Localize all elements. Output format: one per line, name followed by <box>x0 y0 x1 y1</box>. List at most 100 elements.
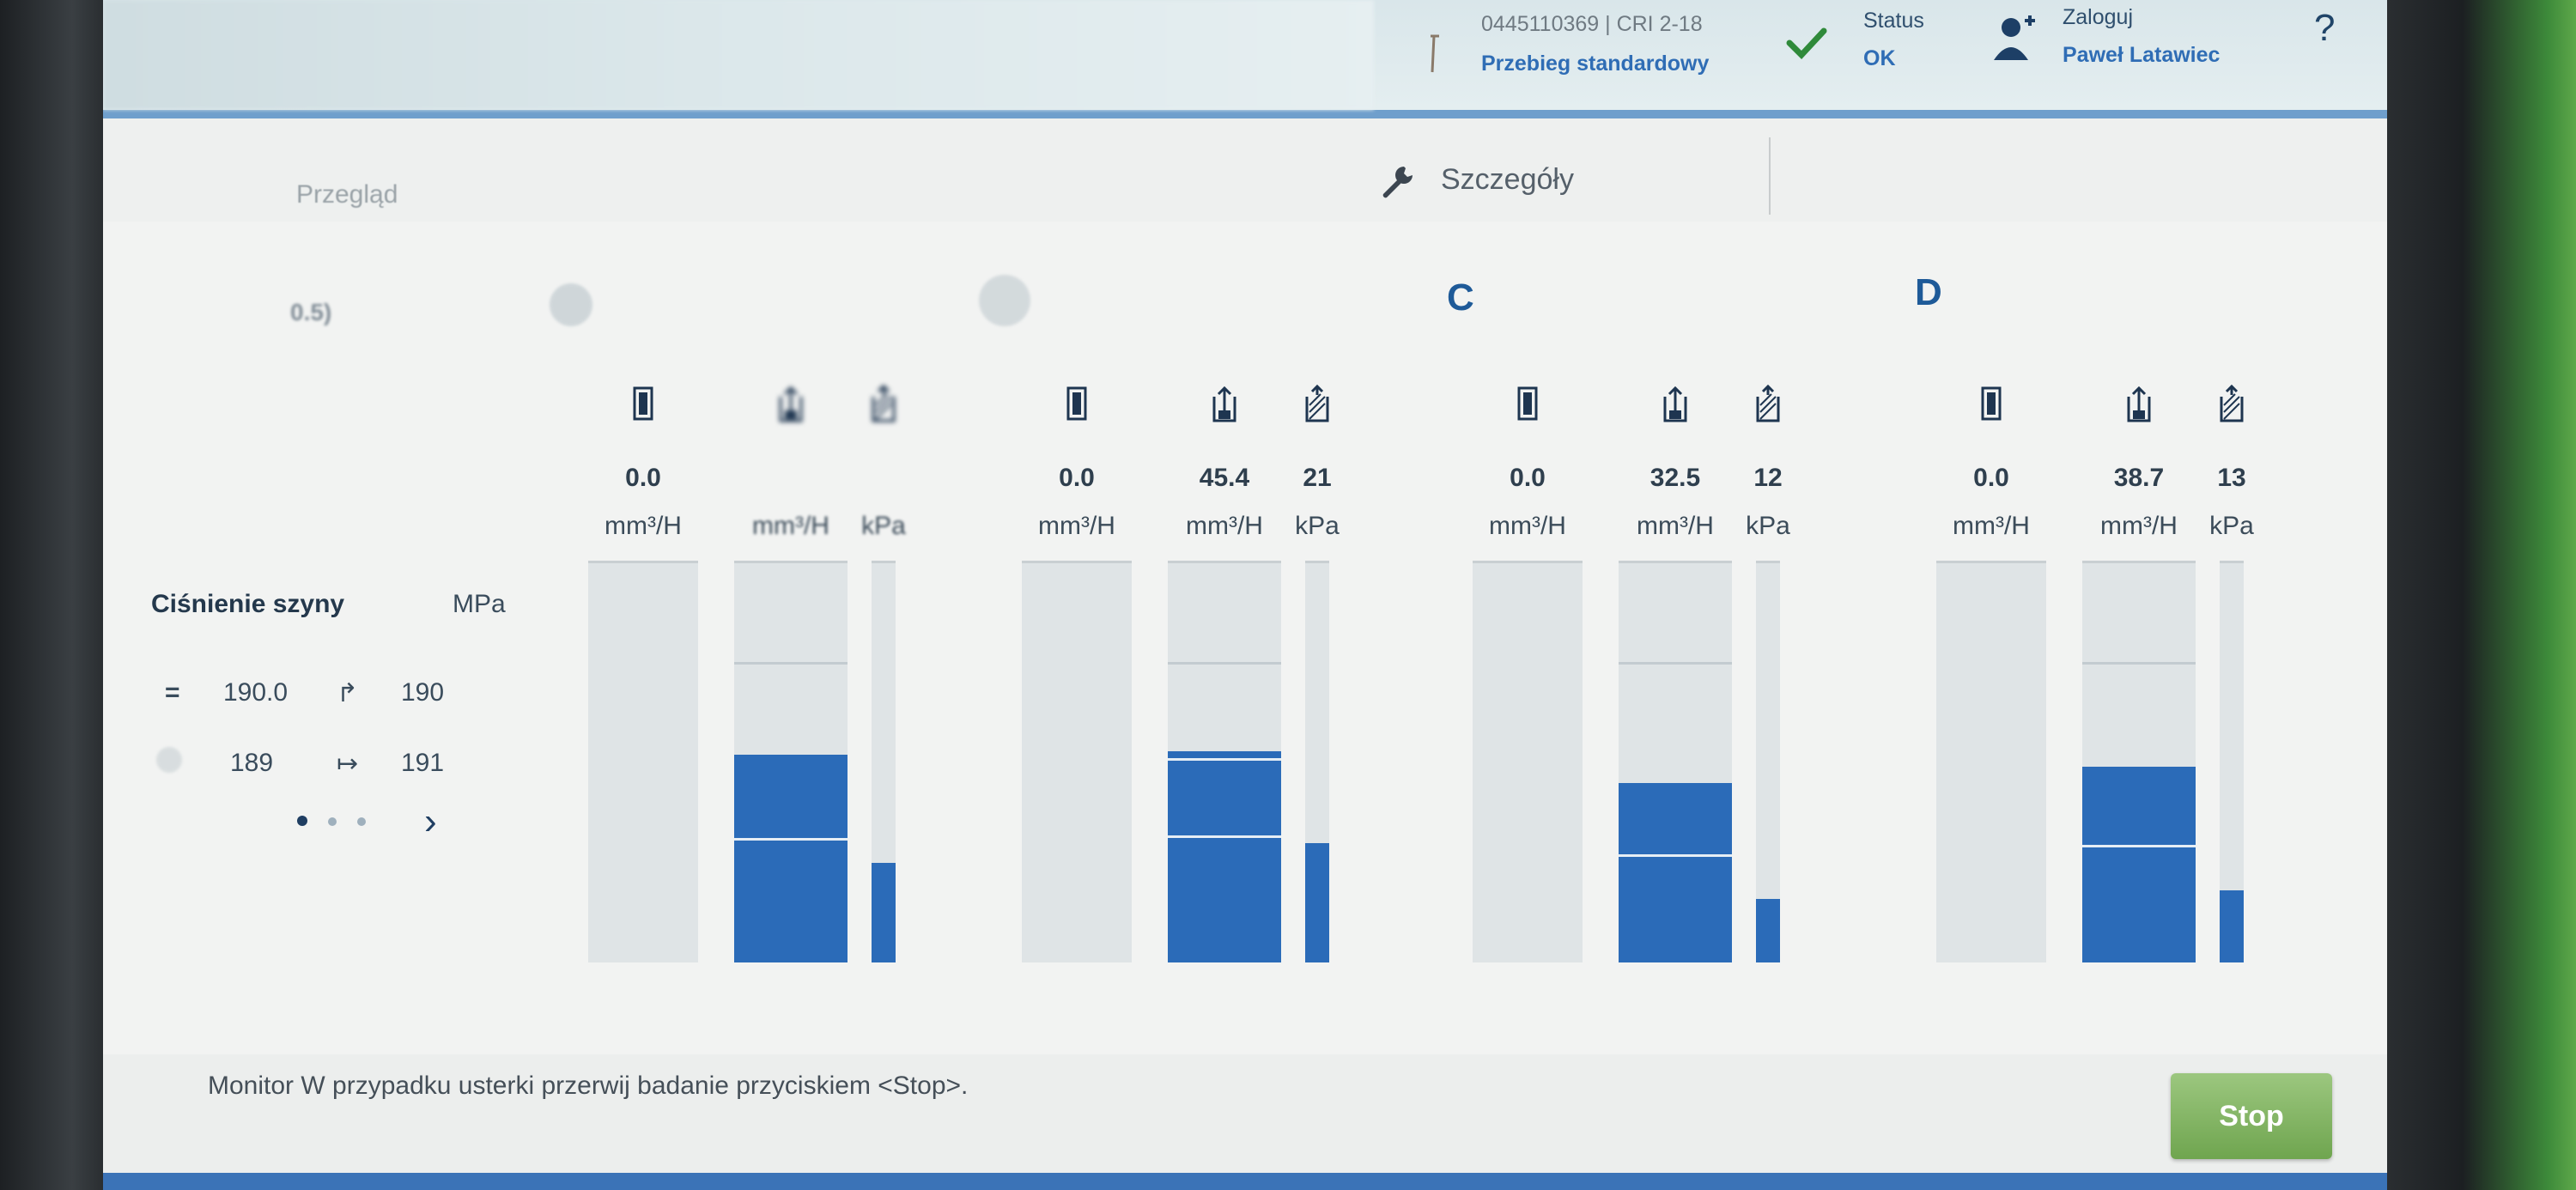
column-value: 38.7 <box>2113 464 2165 492</box>
column-unit: mm³/H <box>2100 512 2178 540</box>
faded-status-icon <box>156 747 182 773</box>
column-gauge <box>1756 561 1780 962</box>
gauge-upper-line <box>1168 757 1281 761</box>
faded-circle-icon <box>550 283 592 326</box>
rail-target: 190 <box>401 678 445 707</box>
gauge-fill <box>734 755 848 962</box>
gauge-fill <box>2220 890 2244 962</box>
user-login-icon[interactable] <box>1992 12 2040 62</box>
gauge-fill <box>1168 750 1281 962</box>
tab-overview[interactable]: Przegląd <box>296 180 398 209</box>
injector-icon <box>633 386 653 421</box>
screen: 0445110369 | CRI 2-18 Przebieg standardo… <box>103 0 2387 1190</box>
monitor-bezel-right <box>2387 0 2576 1190</box>
column-gauge <box>1168 561 1281 962</box>
pressure-icon <box>2220 385 2244 422</box>
return-icon <box>1663 386 1687 422</box>
column-unit: kPa <box>1746 512 1790 540</box>
gauge-limit-line <box>2082 662 2196 665</box>
column-value: 0.0 <box>625 464 661 492</box>
gauge-nominal-line <box>734 837 848 841</box>
gauge-limit-line <box>1619 662 1732 665</box>
return-icon <box>779 386 803 422</box>
pressure-icon <box>872 385 896 422</box>
next-page-button[interactable]: › <box>424 800 437 842</box>
return-icon <box>2127 386 2151 422</box>
column-gauge <box>1619 561 1732 962</box>
top-bar: 0445110369 | CRI 2-18 Przebieg standardo… <box>103 0 2387 118</box>
page-dot[interactable] <box>328 817 337 826</box>
gauge-fill <box>872 862 896 962</box>
column-value: 13 <box>2217 464 2246 492</box>
target-icon: ↱ <box>337 679 359 707</box>
column-gauge <box>1473 561 1583 962</box>
top-bar-blurred-area <box>103 0 1374 110</box>
status-value: OK <box>1863 46 1896 70</box>
faded-circle-icon <box>979 275 1030 326</box>
part-number: 0445110369 | CRI 2-18 <box>1481 12 1703 36</box>
column-unit: mm³/H <box>605 512 682 540</box>
column-unit: mm³/H <box>752 512 829 540</box>
gauge-fill <box>1619 782 1732 962</box>
cursor-icon <box>1431 34 1439 73</box>
column-value: 21 <box>1303 464 1332 492</box>
page-dot-active[interactable] <box>297 816 307 826</box>
rail-setpoint: 190.0 <box>223 678 289 707</box>
column-gauge <box>1305 561 1329 962</box>
user-name: Paweł Latawiec <box>2063 43 2221 67</box>
column-value: 0.0 <box>1510 464 1546 492</box>
tab-details[interactable]: Szczegóły <box>1441 163 1574 196</box>
rail-pressure-unit: MPa <box>453 590 506 618</box>
faded-label: 0.5) <box>290 299 332 325</box>
rail-range-value: 191 <box>401 749 445 777</box>
rail-measured: 189 <box>230 749 274 777</box>
gauge-fill <box>2082 767 2196 962</box>
column-unit: mm³/H <box>1489 512 1566 540</box>
status-message: Monitor W przypadku usterki przerwij bad… <box>208 1072 969 1100</box>
gauge-nominal-line <box>1619 854 1732 858</box>
pressure-icon <box>1305 385 1329 422</box>
group-c-label: C <box>1447 276 1474 319</box>
gauge-nominal-line <box>2082 845 2196 848</box>
column-gauge <box>1022 561 1132 962</box>
column-value: 32.5 <box>1649 464 1701 492</box>
procedure-link[interactable]: Przebieg standardowy <box>1481 52 1710 76</box>
column-unit: kPa <box>861 512 906 540</box>
setpoint-symbol: = <box>165 678 180 707</box>
column-gauge <box>2082 561 2196 962</box>
group-d-label: D <box>1915 271 1942 313</box>
gauge-limit-line <box>734 662 848 665</box>
tab-bar <box>103 118 2387 222</box>
column-unit: kPa <box>2209 512 2254 540</box>
rail-pressure-title: Ciśnienie szyny <box>151 590 345 618</box>
column-value: 45.4 <box>1199 464 1250 492</box>
injector-icon <box>1066 386 1087 421</box>
column-gauge <box>588 561 698 962</box>
bottom-strip <box>103 1173 2387 1190</box>
range-icon: ↦ <box>337 750 359 778</box>
gauge-limit-line <box>1168 662 1281 665</box>
injector-icon <box>1517 386 1538 421</box>
column-unit: mm³/H <box>1637 512 1714 540</box>
column-unit: mm³/H <box>1038 512 1115 540</box>
column-value: 12 <box>1753 464 1783 492</box>
login-label[interactable]: Zaloguj <box>2063 5 2133 29</box>
gauge-fill <box>1756 898 1780 962</box>
column-gauge <box>734 561 848 962</box>
stop-button[interactable]: Stop <box>2171 1073 2332 1159</box>
help-button[interactable]: ? <box>2314 7 2336 49</box>
column-value: 0.0 <box>1973 464 2009 492</box>
checkmark-icon <box>1786 27 1827 60</box>
wrench-icon <box>1382 167 1413 198</box>
column-value: 0.0 <box>1059 464 1095 492</box>
status-label: Status <box>1863 9 1924 33</box>
monitor-bezel-left <box>0 0 103 1190</box>
column-gauge <box>2220 561 2244 962</box>
column-unit: mm³/H <box>1186 512 1263 540</box>
pressure-icon <box>1756 385 1780 422</box>
return-icon <box>1212 386 1236 422</box>
column-unit: kPa <box>1295 512 1340 540</box>
page-dot[interactable] <box>357 817 366 826</box>
injector-icon <box>1981 386 2002 421</box>
tab-separator <box>1769 137 1771 215</box>
